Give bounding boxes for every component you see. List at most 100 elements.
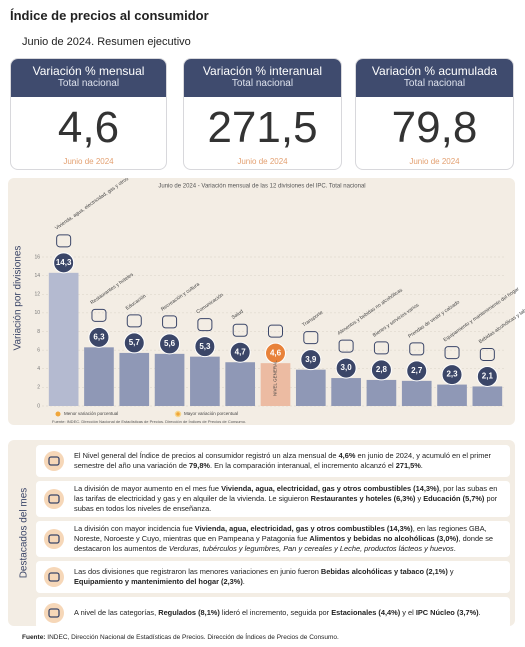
- highlight-text: A nivel de las categorías, Regulados (8,…: [74, 608, 481, 618]
- bar-inside-label: NIVEL GENERAL: [273, 360, 278, 396]
- text-run: La división con mayor incidencia fue: [74, 524, 195, 533]
- value-badge: [441, 364, 463, 386]
- icon-circle: [44, 567, 64, 587]
- value-badge: [229, 341, 251, 363]
- y-tick-label: 8: [37, 329, 40, 335]
- bar: [225, 362, 256, 406]
- icon: [409, 342, 425, 356]
- text-run: Verduras, tubérculos y legumbres, Pan y …: [168, 544, 454, 553]
- value-badge: [335, 357, 357, 379]
- text-run: .: [478, 608, 481, 617]
- bar: [119, 352, 150, 406]
- icon-circle: [44, 603, 64, 623]
- icon-circle: [44, 529, 64, 549]
- summary-card: Variación % acumulada Total nacional 79,8 J…: [355, 58, 514, 170]
- text-run: y el: [400, 608, 416, 617]
- text-run: Educación (5,7%): [423, 494, 485, 503]
- highlight-icon: [44, 529, 64, 549]
- legend-marker: [55, 411, 61, 417]
- legend-marker: [174, 410, 182, 418]
- highlight-text: La división con mayor incidencia fue Viv…: [74, 524, 504, 554]
- text-run: INDEC, Dirección Nacional de Estadística…: [45, 634, 339, 641]
- highlight-item: El Nivel general del Índice de precios a…: [36, 445, 510, 477]
- icon: [232, 323, 248, 337]
- footer: Fuente: INDEC, Dirección Nacional de Est…: [22, 634, 339, 641]
- text-run: 271,5%: [395, 461, 421, 470]
- text-run: Restaurantes y hoteles (6,3%): [310, 494, 416, 503]
- icon: [162, 315, 178, 329]
- text-run: .: [420, 461, 423, 470]
- icon-shape: [48, 456, 60, 466]
- bar: [84, 347, 114, 406]
- value-label: 5,3: [199, 342, 211, 351]
- value-label: 2,8: [376, 365, 388, 374]
- text-run: , por las subas en las tarifas de electr…: [74, 484, 498, 503]
- value-label: 2,7: [411, 366, 423, 375]
- value-badge: [194, 336, 216, 358]
- y-tick-label: 14: [34, 273, 40, 279]
- chart: Junio de 2024 - Variación mensual de las…: [8, 178, 525, 425]
- page-title: Índice de precios al consumidor: [10, 8, 209, 23]
- text-run: .: [453, 544, 456, 553]
- text-run: , donde se destacaron los aumentos de: [74, 534, 494, 553]
- icon-shape: [48, 534, 60, 544]
- value-badge: [265, 342, 286, 364]
- text-run: Alimentos y bebidas no alcohólicas (3,0%…: [309, 534, 459, 543]
- card-title: Variación % interanual: [202, 64, 323, 78]
- text-run: 79,8%: [189, 461, 211, 470]
- highlight-item: Las dos divisiones que registraron las m…: [36, 561, 510, 593]
- card-value: 79,8: [391, 103, 478, 152]
- text-run: El Nivel general del Índice de precios a…: [74, 451, 339, 460]
- value-label: 2,1: [482, 372, 494, 381]
- icon-shape: [48, 572, 60, 582]
- highlight-item: La división de mayor aumento en el mes f…: [36, 481, 510, 517]
- value-label: 4,6: [270, 348, 282, 357]
- bar: [401, 380, 432, 406]
- value-label: 3,0: [341, 363, 353, 372]
- y-axis-label: Variación por divisiones: [13, 246, 24, 351]
- value-label: 14,3: [56, 258, 72, 267]
- card-header: Variación % mensual Total nacional: [11, 59, 166, 97]
- value-badge: [53, 252, 75, 274]
- icon: [444, 346, 460, 360]
- bar: [48, 272, 79, 406]
- summary-card: Variación % mensual Total nacional 4,6 Juni…: [10, 58, 167, 170]
- highlight-text: El Nivel general del Índice de precios a…: [74, 451, 504, 471]
- card-date: Junio de 2024: [237, 157, 288, 166]
- value-badge: [88, 326, 110, 348]
- card-date: Junio de 2024: [63, 157, 114, 166]
- text-run: Bebidas alcohólicas y tabaco (2,1%): [320, 567, 448, 576]
- summary-card: Variación % interanual Total nacional 271,…: [183, 58, 342, 170]
- text-run: lideró el incremento, seguida por: [219, 608, 332, 617]
- y-tick-label: 4: [37, 366, 40, 372]
- y-tick-label: 10: [34, 310, 40, 316]
- card-value: 271,5: [207, 103, 318, 152]
- y-tick-label: 6: [37, 347, 40, 353]
- y-tick-label: 2: [37, 385, 40, 391]
- highlight-icon: [44, 603, 64, 623]
- icon: [268, 324, 283, 338]
- y-tick-label: 12: [34, 292, 40, 298]
- icon: [338, 339, 354, 353]
- card-subtitle: Total nacional: [231, 78, 294, 89]
- text-run: A nivel de las categorías,: [74, 608, 159, 617]
- card-header: Variación % interanual Total nacional: [184, 59, 341, 97]
- text-run: IPC Núcleo (3,7%): [415, 608, 479, 617]
- text-run: La división de mayor aumento en el mes f…: [74, 484, 222, 493]
- icon-circle: [44, 451, 64, 471]
- icon: [197, 318, 213, 332]
- text-run: por subas en todos los niveles de enseña…: [74, 494, 498, 513]
- y-tick-label: 16: [34, 254, 40, 260]
- text-run: y: [415, 494, 424, 503]
- bar: [295, 369, 326, 406]
- text-run: Regulados (8,1%): [158, 608, 220, 617]
- text-run: y: [447, 567, 454, 576]
- icon: [91, 308, 107, 322]
- card-subtitle: Total nacional: [57, 78, 120, 89]
- value-badge: [370, 359, 392, 381]
- text-run: .: [242, 577, 245, 586]
- page-subtitle: Junio de 2024. Resumen ejecutivo: [22, 36, 191, 48]
- card-date: Junio de 2024: [409, 157, 460, 166]
- icon: [126, 314, 142, 328]
